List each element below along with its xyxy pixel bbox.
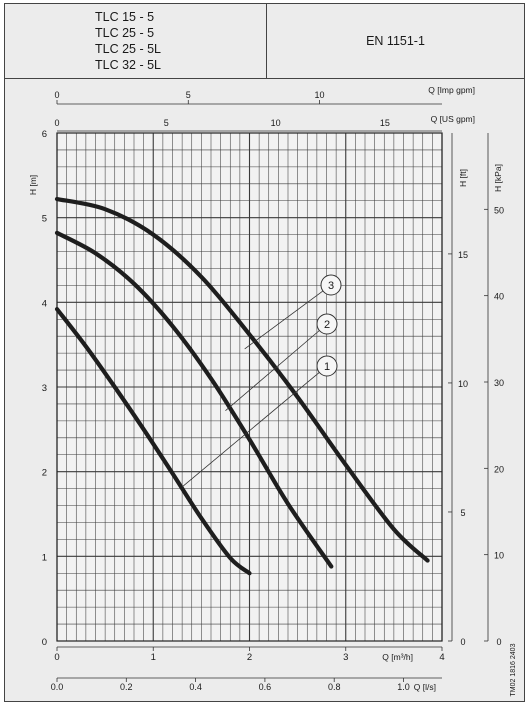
us-tick-label: 0 — [54, 118, 59, 128]
x-tick-label: 3 — [343, 652, 348, 663]
callout-label: 3 — [328, 280, 334, 292]
ls-tick-label: 1.0 — [397, 682, 410, 692]
ls-tick-label: 0.0 — [51, 682, 64, 692]
callout-leader-line — [181, 372, 320, 488]
kpa-tick-label: 30 — [494, 378, 504, 388]
ls-tick-label: 0.8 — [328, 682, 341, 692]
x-axis-label: Q [m³/h] — [382, 652, 413, 662]
us-tick-label: 15 — [380, 118, 390, 128]
kpa-tick-label: 0 — [496, 637, 501, 647]
us-axis-label: Q [US gpm] — [431, 114, 475, 124]
ls-tick-label: 0.4 — [189, 682, 202, 692]
us-tick-label: 10 — [271, 118, 281, 128]
standard-label: EN 1151-1 — [366, 34, 425, 48]
ft-tick-label: 0 — [460, 637, 465, 647]
model-name: TLC 25 - 5 — [95, 26, 155, 40]
x-tick-label: 4 — [439, 652, 444, 663]
x-tick-label: 0 — [54, 652, 59, 663]
imp-tick-label: 10 — [315, 90, 325, 100]
y-tick-label: 1 — [42, 552, 47, 563]
model-list: TLC 15 - 5 TLC 25 - 5 TLC 25 - 5L TLC 32… — [5, 4, 267, 78]
plot-border — [56, 132, 443, 642]
model-name: TLC 15 - 5 — [95, 10, 155, 24]
imp-axis-label: Q [Imp gpm] — [428, 85, 475, 95]
callout-label: 1 — [324, 361, 330, 373]
y-tick-label: 3 — [42, 383, 47, 394]
x-tick-label: 1 — [151, 652, 156, 663]
ft-tick-label: 15 — [458, 250, 468, 260]
y-tick-label: 0 — [42, 637, 47, 648]
y-tick-label: 6 — [42, 129, 47, 140]
ls-tick-label: 0.2 — [120, 682, 133, 692]
ls-axis-label: Q [l/s] — [414, 682, 436, 692]
pump-curve-1 — [54, 307, 252, 576]
callout-circle — [316, 313, 338, 335]
us-tick-label: 5 — [164, 118, 169, 128]
kpa-axis-label: H [kPa] — [493, 164, 503, 192]
pump-curve-2 — [54, 230, 334, 569]
ls-tick-label: 0.6 — [259, 682, 272, 692]
ft-tick-label: 10 — [458, 379, 468, 389]
ft-tick-label: 5 — [460, 508, 465, 518]
callout-circle — [320, 274, 342, 296]
kpa-tick-label: 10 — [494, 551, 504, 561]
header: TLC 15 - 5 TLC 25 - 5 TLC 25 - 5L TLC 32… — [5, 4, 524, 79]
kpa-tick-label: 20 — [494, 464, 504, 474]
x-tick-label: 2 — [247, 652, 252, 663]
callout-label: 2 — [324, 319, 330, 331]
y-axis-label: H [m] — [28, 175, 38, 195]
kpa-tick-label: 50 — [494, 205, 504, 215]
imp-tick-label: 0 — [54, 90, 59, 100]
imp-tick-label: 5 — [186, 90, 191, 100]
model-name: TLC 32 - 5L — [95, 58, 162, 72]
pump-curve-3 — [54, 196, 430, 563]
ft-axis-label: H [ft] — [458, 169, 468, 187]
callout-circle — [316, 355, 338, 377]
model-name: TLC 25 - 5L — [95, 42, 162, 56]
y-tick-label: 5 — [42, 214, 47, 225]
kpa-tick-label: 40 — [494, 292, 504, 302]
drawing-code: TM02 1816 2403 — [510, 643, 517, 696]
y-tick-label: 4 — [42, 298, 47, 309]
y-tick-label: 2 — [42, 468, 47, 479]
callout-leader-line — [225, 330, 320, 412]
callout-leader-line — [244, 290, 324, 350]
